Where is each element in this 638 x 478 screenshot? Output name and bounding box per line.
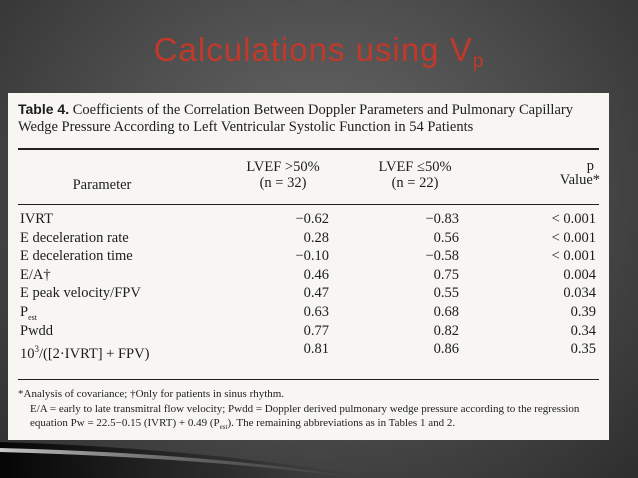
header-lvef-over-50-line2: (n = 32) — [259, 175, 307, 191]
table-image: Table 4. Coefficients of the Correlation… — [8, 93, 609, 440]
table-row: E peak velocity/FPV 0.47 0.55 0.034 — [18, 284, 599, 303]
row-lvef-under-50: −0.83 — [425, 211, 459, 227]
row-parameter: E/A† — [20, 266, 51, 283]
row-lvef-over-50: 0.28 — [303, 229, 329, 246]
footnote-line-2-end: ). The remaining abbreviations as in Tab… — [227, 417, 456, 429]
row-lvef-over-50: 0.77 — [303, 322, 329, 339]
header-p-value-line2: Value* — [559, 172, 600, 188]
row-lvef-under-50: −0.58 — [425, 248, 459, 265]
row-lvef-over-50: −0.62 — [295, 211, 329, 227]
table-caption-text: Coefficients of the Correlation Between … — [18, 102, 573, 135]
row-parameter-rest: /([2·IVRT] + FPV) — [39, 345, 150, 362]
row-lvef-over-50: 0.81 — [303, 341, 329, 358]
header-lvef-under-50-line2: (n = 22) — [391, 175, 439, 191]
row-lvef-under-50: 0.55 — [433, 285, 459, 302]
row-parameter: E peak velocity/FPV — [20, 285, 141, 302]
table-row: 103/([2·IVRT] + FPV) 0.81 0.86 0.35 — [18, 340, 599, 362]
header-lvef-over-50-line1: LVEF >50% — [246, 159, 320, 175]
header-rule — [18, 204, 599, 205]
row-lvef-under-50: 0.68 — [433, 303, 459, 320]
footnote-line-1: *Analysis of covariance; †Only for patie… — [18, 388, 285, 400]
table-row: Pest 0.63 0.68 0.39 — [18, 303, 599, 322]
row-lvef-over-50: 0.63 — [303, 303, 329, 320]
header-p-value-line1: p — [586, 158, 594, 174]
footnote-line-2: E/A = early to late transmitral flow vel… — [18, 402, 603, 435]
table-row: E deceleration rate 0.28 0.56 < 0.001 — [18, 229, 599, 248]
row-p-value: < 0.001 — [551, 229, 596, 246]
row-lvef-over-50: 0.46 — [303, 266, 329, 283]
row-p-value: < 0.001 — [551, 211, 596, 227]
row-p-value: 0.35 — [570, 341, 596, 358]
header-parameter: Parameter — [72, 177, 132, 193]
row-lvef-under-50: 0.75 — [433, 266, 459, 283]
footnote-line-2-text: E/A = early to late transmitral flow vel… — [30, 402, 580, 430]
row-p-value: 0.34 — [570, 322, 596, 339]
row-p-value: 0.004 — [563, 266, 596, 283]
row-p-value: 0.39 — [570, 303, 596, 320]
slide-title-main: Calculations using V — [153, 31, 473, 68]
row-parameter: IVRT — [20, 211, 53, 227]
row-parameter-base: 10 — [20, 345, 35, 362]
row-lvef-over-50: −0.10 — [295, 248, 329, 265]
row-lvef-under-50: 0.82 — [433, 322, 459, 339]
table-caption: Table 4. Coefficients of the Correlation… — [18, 101, 603, 136]
table-row: E deceleration time −0.10 −0.58 < 0.001 — [18, 247, 599, 266]
row-parameter: E deceleration time — [20, 248, 133, 265]
row-parameter: E deceleration rate — [20, 229, 129, 246]
header-lvef-under-50-line1: LVEF ≤50% — [378, 159, 452, 175]
table-caption-label: Table 4. — [18, 101, 70, 117]
table-footnote: *Analysis of covariance; †Only for patie… — [18, 387, 603, 435]
table-body: IVRT −0.62 −0.83 < 0.001 E deceleration … — [18, 210, 599, 362]
row-lvef-under-50: 0.86 — [433, 341, 459, 358]
row-lvef-under-50: 0.56 — [433, 229, 459, 246]
row-lvef-over-50: 0.47 — [303, 285, 329, 302]
table-row: IVRT −0.62 −0.83 < 0.001 — [18, 210, 599, 229]
bottom-rule — [18, 379, 599, 380]
table-row: Pwdd 0.77 0.82 0.34 — [18, 322, 599, 341]
header-lvef-under-50: LVEF ≤50% (n = 22) — [365, 159, 465, 191]
row-parameter-subscript: est — [28, 312, 37, 322]
slide-title: Calculations using Vp — [0, 30, 638, 82]
slide-title-subscript: p — [472, 51, 485, 72]
row-parameter: Pwdd — [20, 322, 54, 339]
footnote-line-2-subscript: est — [219, 423, 228, 432]
table-row: E/A† 0.46 0.75 0.004 — [18, 266, 599, 285]
row-p-value: 0.034 — [563, 285, 596, 302]
row-parameter: 103/([2·IVRT] + FPV) — [20, 340, 149, 363]
decorative-swoosh — [0, 442, 380, 478]
row-parameter-base: P — [20, 303, 29, 320]
row-parameter-superscript: 3 — [34, 344, 40, 355]
header-p-value: p Value* — [528, 158, 600, 188]
header-lvef-over-50: LVEF >50% (n = 32) — [233, 159, 333, 191]
top-rule — [18, 148, 599, 150]
row-p-value: < 0.001 — [551, 248, 596, 265]
row-parameter: Pest — [20, 303, 37, 327]
